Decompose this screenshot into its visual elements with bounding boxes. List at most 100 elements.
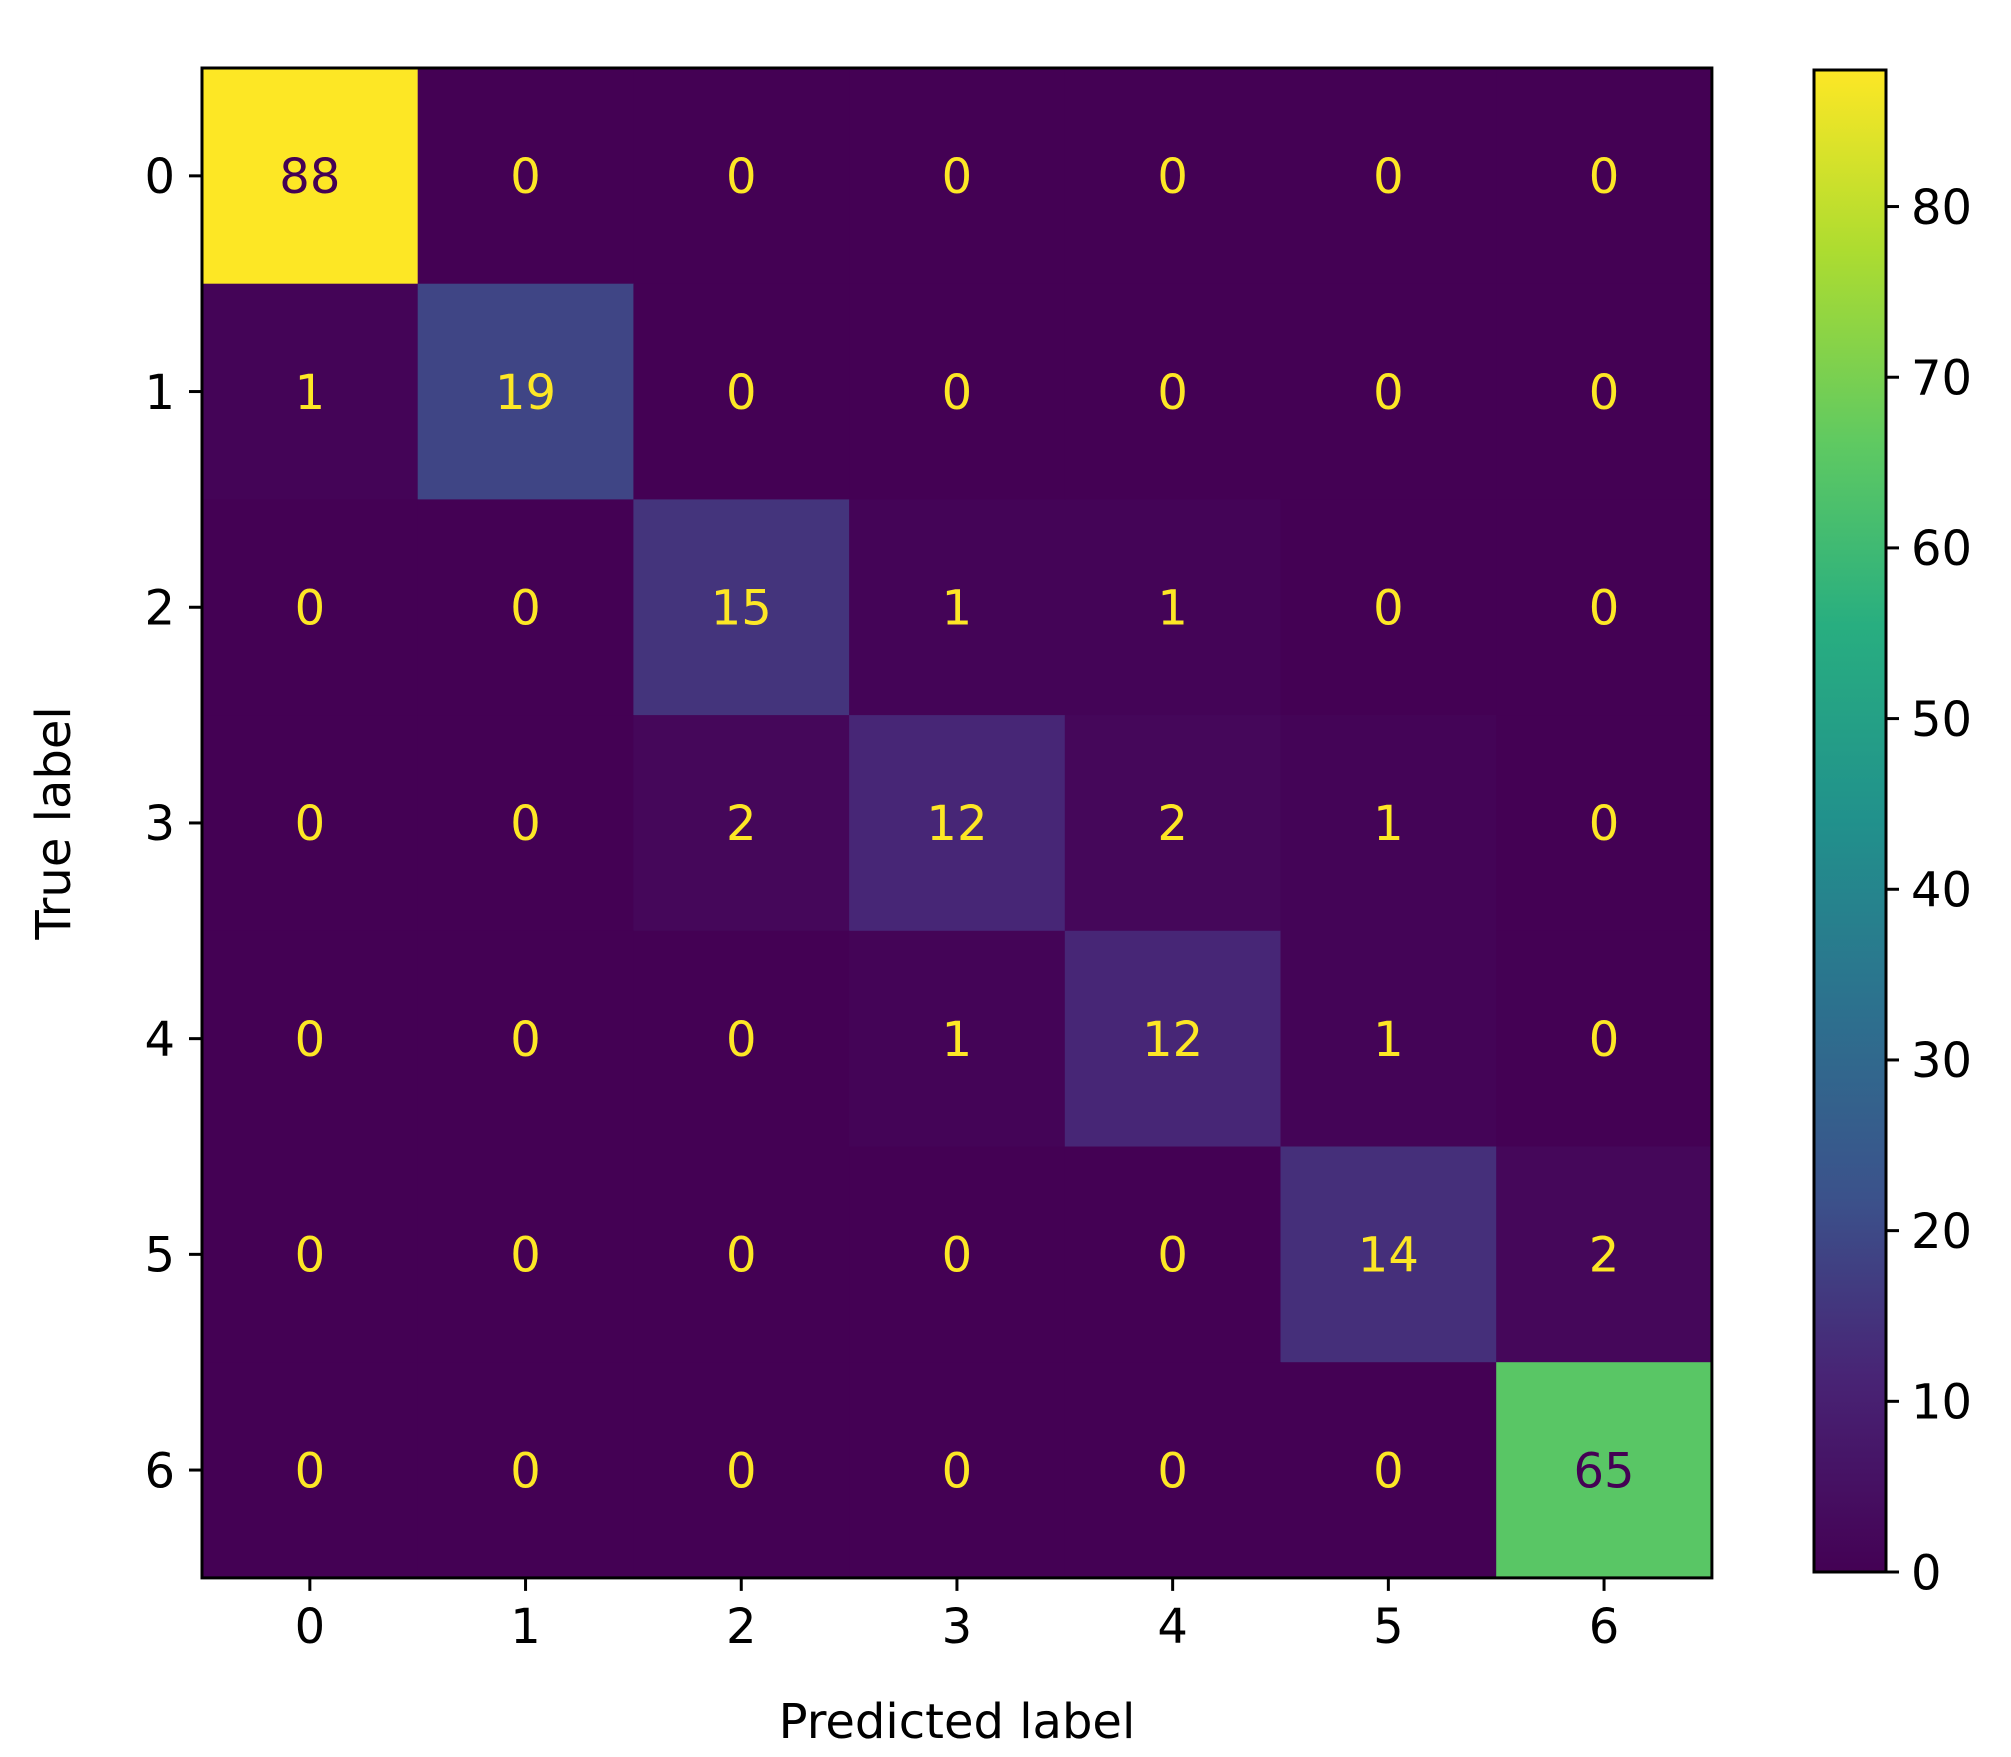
heatmap-cell xyxy=(1280,1362,1497,1579)
x-tick-label: 1 xyxy=(510,1599,541,1655)
colorbar-tick-label: 80 xyxy=(1911,180,1972,236)
colorbar-tick-label: 70 xyxy=(1911,351,1972,407)
heatmap-cell xyxy=(1064,1146,1282,1363)
heatmap-cell xyxy=(633,283,850,500)
heatmap-cell xyxy=(849,499,1066,716)
cell-value-label: 0 xyxy=(1589,365,1620,421)
heatmap-cell xyxy=(202,68,419,285)
colorbar-tick-label: 30 xyxy=(1911,1033,1972,1089)
heatmap-cell xyxy=(202,715,419,932)
heatmap-cell xyxy=(1064,283,1282,500)
y-tick-label: 1 xyxy=(144,365,175,421)
cell-value-label: 0 xyxy=(1157,365,1188,421)
cell-value-label: 0 xyxy=(942,1443,973,1499)
heatmap-cell xyxy=(633,68,850,285)
heatmap-cell xyxy=(1280,68,1497,285)
x-axis: 0 1 2 3 4 5 6 xyxy=(295,1577,1620,1655)
cell-value-label: 0 xyxy=(510,1443,541,1499)
cell-value-label: 0 xyxy=(942,149,973,205)
cell-value-label: 0 xyxy=(1373,149,1404,205)
cell-value-label: 1 xyxy=(295,365,326,421)
colorbar-tick-label: 60 xyxy=(1911,521,1972,577)
cell-value-label: 0 xyxy=(1589,1012,1620,1068)
heatmap-cell xyxy=(1280,930,1497,1148)
cell-value-label: 1 xyxy=(1373,1012,1404,1068)
cell-value-label: 0 xyxy=(510,149,541,205)
y-tick-label: 0 xyxy=(144,149,175,205)
heatmap-cell xyxy=(1496,68,1713,285)
cell-value-label: 0 xyxy=(1373,1443,1404,1499)
cell-value-label: 12 xyxy=(1142,1012,1203,1068)
cell-value-label: 0 xyxy=(295,796,326,852)
y-tick-label: 6 xyxy=(144,1443,175,1499)
cell-value-label: 0 xyxy=(510,1012,541,1068)
cell-value-label: 0 xyxy=(726,1443,757,1499)
cell-value-label: 0 xyxy=(510,1228,541,1284)
x-tick-label: 0 xyxy=(295,1599,326,1655)
colorbar-tick-label: 10 xyxy=(1911,1375,1972,1431)
cell-value-label: 0 xyxy=(1589,149,1620,205)
colorbar-gradient xyxy=(1814,70,1886,1572)
cell-value-label: 0 xyxy=(295,1443,326,1499)
heatmap-cell xyxy=(417,715,634,932)
heatmap-cell xyxy=(633,930,850,1148)
heatmap-cell xyxy=(1064,1362,1282,1579)
heatmap-cells xyxy=(202,68,1713,1579)
heatmap-cell xyxy=(202,1146,419,1363)
heatmap-cell xyxy=(202,930,419,1148)
colorbar-tick-label: 20 xyxy=(1911,1204,1972,1260)
colorbar-tick-label: 40 xyxy=(1911,863,1972,919)
heatmap-cell xyxy=(1280,283,1497,500)
cell-value-label: 19 xyxy=(495,365,556,421)
heatmap-cell xyxy=(1280,1146,1497,1363)
cell-value-label: 0 xyxy=(1157,1228,1188,1284)
heatmap-cell xyxy=(849,1146,1066,1363)
cell-value-label: 1 xyxy=(942,1012,973,1068)
x-tick-label: 2 xyxy=(726,1599,757,1655)
cell-value-label: 0 xyxy=(942,1228,973,1284)
cell-value-label: 0 xyxy=(1589,581,1620,637)
x-tick-label: 6 xyxy=(1589,1599,1620,1655)
cell-value-label: 2 xyxy=(726,796,757,852)
cell-value-label: 0 xyxy=(726,1012,757,1068)
cell-value-label: 0 xyxy=(510,796,541,852)
heatmap-cell xyxy=(1280,499,1497,716)
heatmap-cell xyxy=(633,1362,850,1579)
x-tick-label: 3 xyxy=(942,1599,973,1655)
y-axis-title: True label xyxy=(26,706,82,940)
cell-value-label: 0 xyxy=(726,365,757,421)
heatmap-cell xyxy=(417,68,634,285)
cell-value-labels: 88 0 0 0 0 0 0 1 19 0 0 0 0 0 0 0 15 1 1 0 0 0 0 2 12 2 1 0 0 0 0 1 12 1 0… xyxy=(279,149,1634,1499)
heatmap-cell xyxy=(202,283,419,500)
heatmap-cell xyxy=(417,1146,634,1363)
cell-value-label: 14 xyxy=(1358,1228,1419,1284)
heatmap-cell xyxy=(849,715,1066,932)
heatmap-cell xyxy=(849,68,1066,285)
y-tick-label: 5 xyxy=(144,1228,175,1284)
heatmap-cell xyxy=(633,715,850,932)
y-tick-label: 2 xyxy=(144,581,175,637)
x-axis-title: Predicted label xyxy=(779,1694,1136,1750)
heatmap-cell xyxy=(1064,499,1282,716)
heatmap-cell xyxy=(849,283,1066,500)
cell-value-label: 15 xyxy=(711,581,772,637)
heatmap-cell xyxy=(1496,283,1713,500)
cell-value-label: 0 xyxy=(1373,581,1404,637)
heatmap-cell xyxy=(849,1362,1066,1579)
colorbar: 0 10 20 30 40 50 60 70 80 xyxy=(1812,68,1972,1601)
heatmap-cell xyxy=(417,1362,634,1579)
heatmap-cell xyxy=(202,499,419,716)
colorbar-tick-label: 0 xyxy=(1911,1545,1942,1601)
heatmap-cell xyxy=(849,930,1066,1148)
cell-value-label: 65 xyxy=(1574,1443,1635,1499)
cell-value-label: 0 xyxy=(295,1228,326,1284)
cell-value-label: 1 xyxy=(942,581,973,637)
cell-value-label: 12 xyxy=(926,796,987,852)
colorbar-frame xyxy=(1812,68,1888,1574)
cell-value-label: 1 xyxy=(1373,796,1404,852)
colorbar-ticks: 0 10 20 30 40 50 60 70 80 xyxy=(1886,180,1972,1601)
cell-value-label: 0 xyxy=(942,365,973,421)
cell-value-label: 0 xyxy=(295,581,326,637)
y-tick-label: 3 xyxy=(144,796,175,852)
cell-value-label: 1 xyxy=(1157,581,1188,637)
